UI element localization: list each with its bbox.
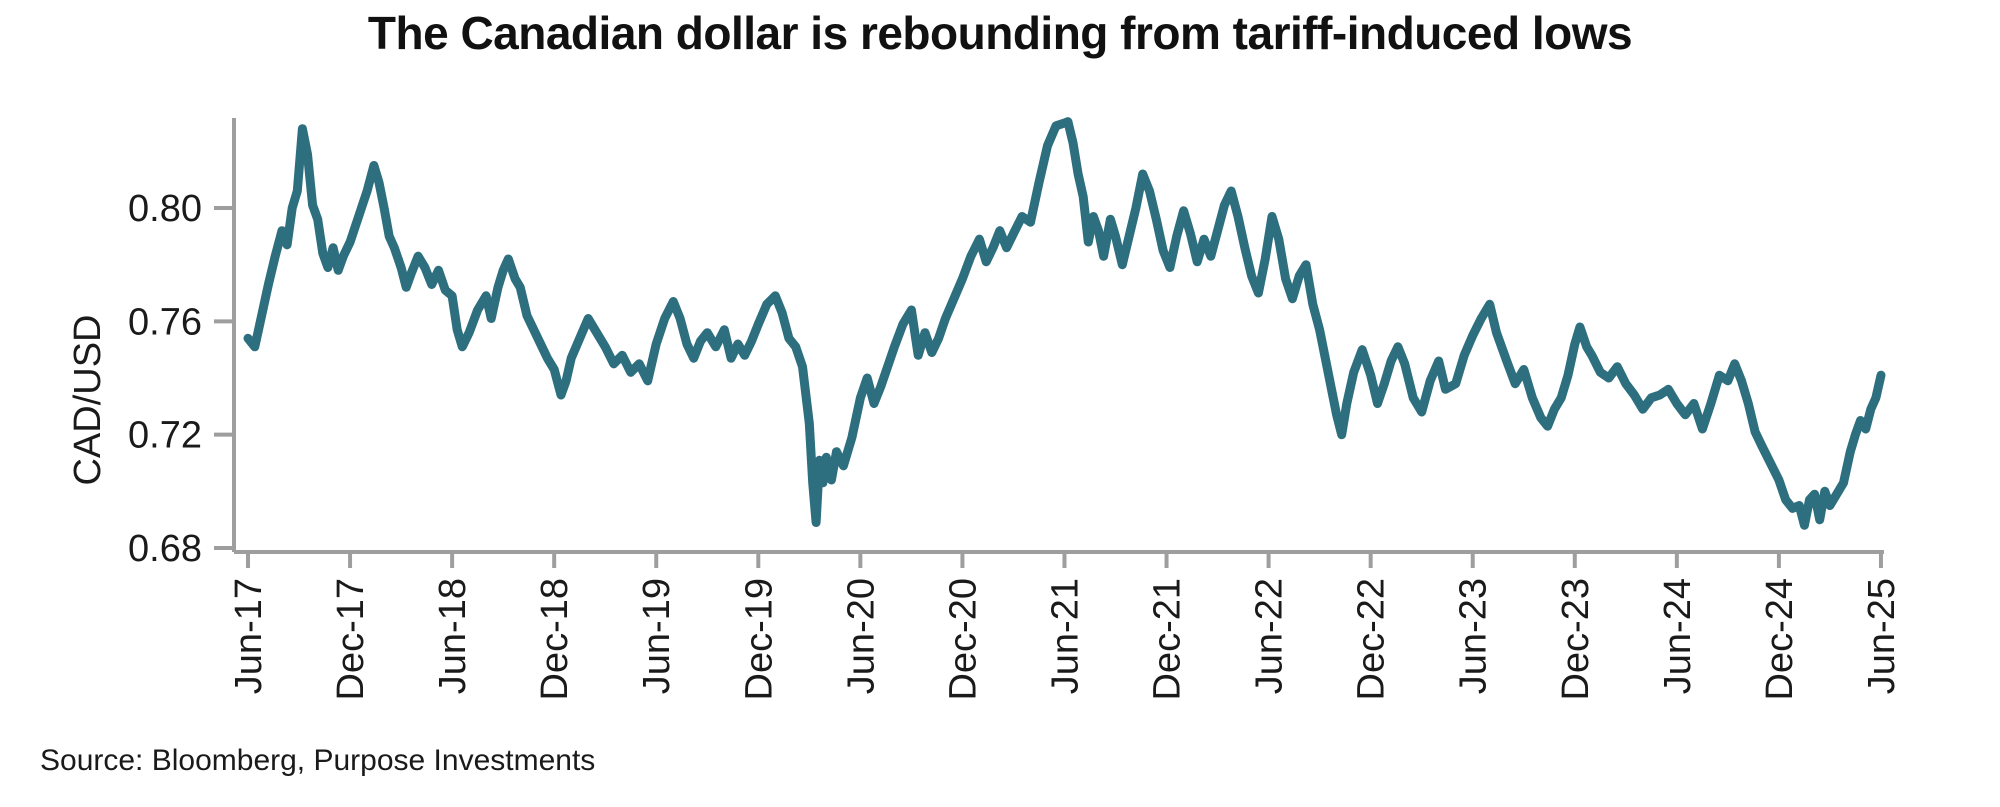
source-note: Source: Bloomberg, Purpose Investments (40, 744, 596, 777)
y-axis-label: CAD/USD (67, 314, 109, 485)
x-axis-tick-label: Dec-17 (330, 578, 372, 701)
x-axis-tick-label: Jun-25 (1861, 578, 1903, 694)
x-axis-tick-label: Dec-24 (1759, 578, 1801, 701)
x-axis-tick-label: Jun-24 (1657, 578, 1699, 694)
x-axis-tick-label: Jun-22 (1249, 578, 1291, 694)
x-axis-tick-label: Dec-21 (1147, 578, 1189, 701)
x-axis-tick-label: Dec-19 (738, 578, 780, 701)
x-axis-tick-label: Jun-23 (1453, 578, 1495, 694)
x-axis-tick-label: Dec-18 (534, 578, 576, 701)
y-axis-tick-label: 0.68 (128, 528, 202, 570)
y-axis-tick-label: 0.72 (128, 415, 202, 457)
x-axis-tick-label: Dec-20 (942, 578, 984, 701)
x-axis-tick-label: Jun-19 (636, 578, 678, 694)
series-lines (243, 117, 1886, 530)
y-axis-tick-label: 0.80 (128, 188, 202, 230)
cadusd-line-series (243, 117, 1886, 530)
x-axis-tick-label: Dec-23 (1555, 578, 1597, 701)
x-axis-tick-label: Jun-21 (1044, 578, 1086, 694)
axis-spines (232, 118, 1884, 554)
x-axis-tick-label: Jun-17 (228, 578, 270, 694)
y-axis-tick-label: 0.76 (128, 301, 202, 343)
axes (214, 118, 1884, 568)
x-axis-tick-label: Jun-20 (840, 578, 882, 694)
tick-labels: 0.68 0.72 0.76 0.80 Jun-17 Dec-17 Jun-18 Dec-18… (128, 188, 1903, 700)
x-axis-tick-label: Jun-18 (432, 578, 474, 694)
chart-title: The Canadian dollar is rebounding from t… (367, 7, 1633, 59)
x-axis-tick-label: Dec-22 (1351, 578, 1393, 701)
